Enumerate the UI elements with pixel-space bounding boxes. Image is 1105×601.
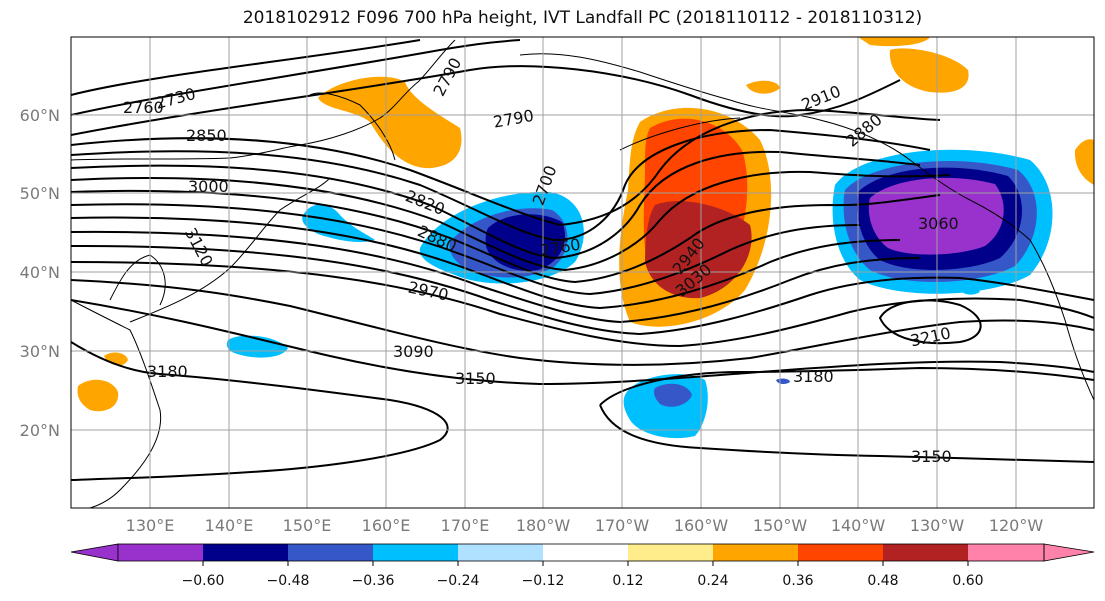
positive-patch-west xyxy=(77,379,119,412)
lon-label: 170°E xyxy=(441,516,490,535)
negative-patch-sw-coast xyxy=(955,283,980,295)
colorbar-extend-low xyxy=(70,543,119,562)
lon-label: 140°W xyxy=(831,516,886,535)
negative-patch-japan xyxy=(226,335,288,358)
positive-patch-kamchatka xyxy=(318,76,462,169)
lon-label: 180°W xyxy=(516,516,571,535)
colorbar-swatch xyxy=(968,544,1044,561)
lon-label: 170°W xyxy=(595,516,650,535)
contour-3030 xyxy=(71,230,921,324)
contour-2760 xyxy=(71,39,521,116)
colorbar-tick-label: 0.12 xyxy=(612,573,643,589)
colorbar-tick-label: 0.60 xyxy=(952,573,983,589)
lat-label: 50°N xyxy=(20,184,60,203)
lon-label: 150°E xyxy=(283,516,332,535)
contour-2910 xyxy=(71,170,951,272)
contour-2730 xyxy=(71,39,421,96)
lon-label: 150°W xyxy=(753,516,808,535)
contour-label-group: 2760 2730 2790 2850 2790 2910 2880 3000 … xyxy=(123,54,959,466)
contour-label: 3060 xyxy=(918,214,959,233)
contour-3210 xyxy=(878,299,982,345)
japan-coast xyxy=(129,177,331,323)
contour-3180-east xyxy=(599,366,1094,406)
lon-label: 120°W xyxy=(989,516,1044,535)
colorbar-extend-high xyxy=(1043,543,1095,562)
colorbar-tick-label: −0.24 xyxy=(437,573,480,589)
contour-3060 xyxy=(71,244,1094,336)
colorbar-swatch xyxy=(628,544,713,561)
contour-label: 2760 xyxy=(123,98,164,117)
colorbar-swatch xyxy=(543,544,628,561)
contour-label: 3150 xyxy=(455,369,496,388)
colorbar-swatch xyxy=(288,544,373,561)
longitude-labels: 130°E 140°E 150°E 160°E 170°E 180°W 170°… xyxy=(126,516,1044,535)
lon-label: 130°E xyxy=(126,516,175,535)
contour-label: 3000 xyxy=(188,177,229,196)
colorbar-ticks xyxy=(202,561,969,566)
contour-3000 xyxy=(71,216,901,310)
colorbar-tick-label: −0.12 xyxy=(522,573,565,589)
colorbar-swatch xyxy=(798,544,883,561)
lon-label: 160°E xyxy=(362,516,411,535)
latitude-labels: 60°N 50°N 40°N 30°N 20°N xyxy=(20,106,60,440)
na-coast xyxy=(1029,239,1094,401)
contour-label: 3150 xyxy=(911,447,952,466)
contour-3180-west xyxy=(71,341,449,481)
colorbar-border xyxy=(117,543,1045,562)
negative-patch-hawaii-core xyxy=(654,383,692,407)
lon-label: 160°W xyxy=(674,516,729,535)
contour-2940 xyxy=(71,189,941,284)
colorbar: −0.60 −0.48 −0.36 −0.24 −0.12 0.12 0.24 … xyxy=(70,543,1095,589)
colorbar-swatch xyxy=(373,544,458,561)
positive-patch-arctic xyxy=(889,48,969,93)
contour-2790 xyxy=(71,65,901,136)
contour-label: 3180 xyxy=(147,362,188,381)
aleutians xyxy=(619,117,741,151)
lat-label: 20°N xyxy=(20,421,60,440)
contour-3150 xyxy=(71,299,1094,386)
lon-label: 140°E xyxy=(205,516,254,535)
contour-label: 3180 xyxy=(793,367,834,386)
colorbar-swatch xyxy=(203,544,288,561)
positive-patch-bering xyxy=(746,80,780,94)
graticule xyxy=(71,37,1094,508)
contour-label: 2850 xyxy=(186,126,227,145)
colorbar-tick-label: 0.36 xyxy=(782,573,813,589)
colorbar-swatch xyxy=(883,544,968,561)
positive-patch-north xyxy=(858,37,930,47)
contour-2850 xyxy=(71,128,931,242)
lat-label: 40°N xyxy=(20,263,60,282)
colorbar-swatch xyxy=(458,544,543,561)
positive-patch-east-edge xyxy=(1074,139,1094,185)
contour-label: 3090 xyxy=(393,342,434,361)
china-coast xyxy=(71,299,162,508)
colorbar-swatch xyxy=(713,544,798,561)
colorbar-tick-label: 0.48 xyxy=(867,573,898,589)
colorbar-tick-label: −0.48 xyxy=(267,573,310,589)
alaska-coast xyxy=(519,53,1031,241)
page-title: 2018102912 F096 700 hPa height, IVT Land… xyxy=(242,8,923,28)
contour-3090 xyxy=(71,261,1094,348)
colorbar-tick-label: 0.24 xyxy=(697,573,728,589)
contour-2970 xyxy=(71,203,861,296)
asia-coast xyxy=(71,39,456,161)
lon-label: 130°W xyxy=(910,516,965,535)
colorbar-tick-label: −0.60 xyxy=(182,573,225,589)
contour-3120 xyxy=(71,279,1094,366)
colorbar-swatch xyxy=(118,544,203,561)
lat-label: 30°N xyxy=(20,342,60,361)
height-contours xyxy=(71,39,1094,481)
lat-label: 60°N xyxy=(20,106,60,125)
positive-anomaly-core xyxy=(645,201,752,299)
colorbar-tick-label: −0.36 xyxy=(352,573,395,589)
contour-3150-south xyxy=(599,404,1094,463)
negative-anomaly-ne-core xyxy=(868,177,1004,255)
map-border xyxy=(70,36,1095,509)
